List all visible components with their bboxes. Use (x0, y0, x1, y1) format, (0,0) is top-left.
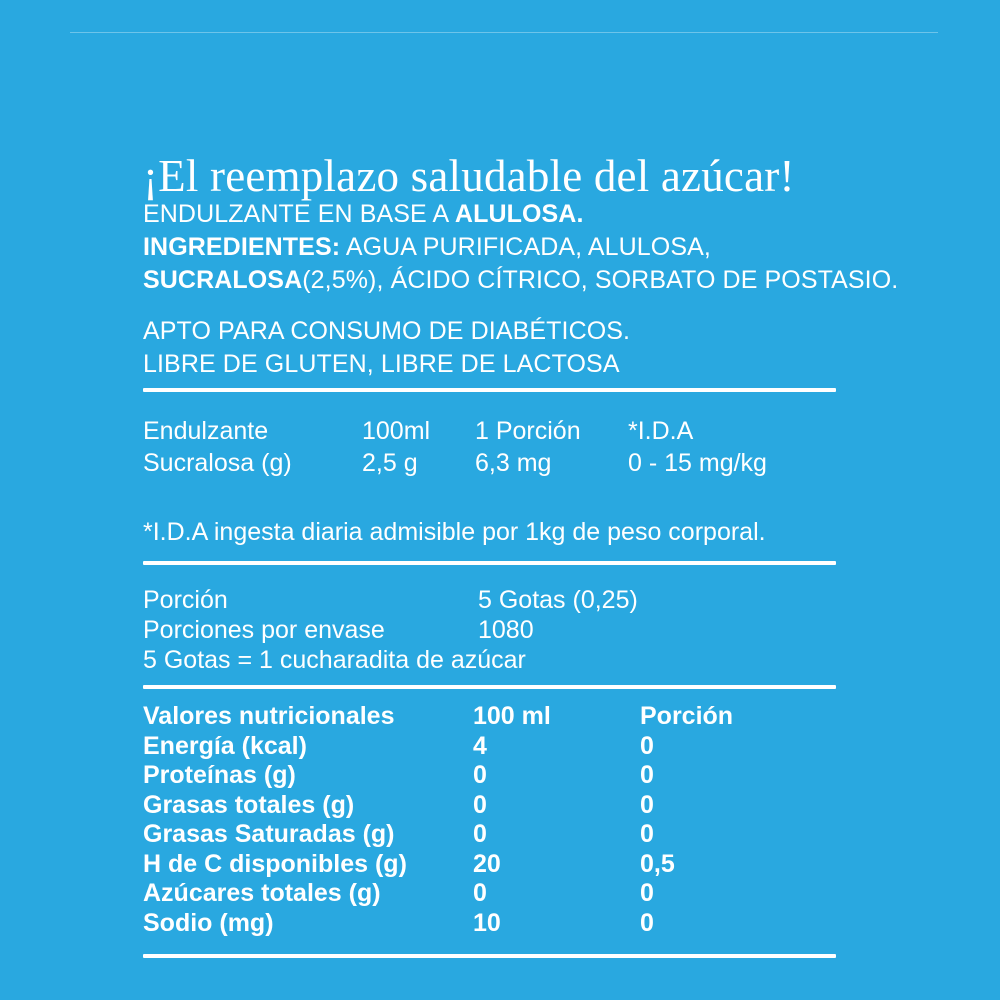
nutrition-row-label: H de C disponibles (g) (143, 849, 407, 878)
table-row: Proteínas (g) 0 0 (143, 761, 837, 791)
page-title: ¡El reemplazo saludable del azúcar! (143, 151, 795, 202)
sweetener-row-ida: 0 - 15 mg/kg (628, 449, 767, 477)
nutrition-row-100ml: 0 (473, 879, 487, 907)
ingredients-block: ENDULZANTE EN BASE A ALULOSA. INGREDIENT… (143, 198, 898, 297)
nutrition-row-portion: 0 (640, 908, 654, 937)
sucralose-name: SUCRALOSA (143, 266, 303, 294)
nutrition-row-100ml: 0 (473, 820, 487, 848)
ingredients-list-part-1: AGUA PURIFICADA, ALULOSA, (340, 233, 711, 261)
table-row: Grasas Saturadas (g) 0 0 (143, 820, 837, 850)
claims-block: APTO PARA CONSUMO DE DIABÉTICOS. LIBRE D… (143, 315, 630, 381)
portion-equivalence-note: 5 Gotas = 1 cucharadita de azúcar (143, 646, 526, 674)
table-row: Porciones por envase 1080 (143, 615, 837, 645)
sweetener-header-100ml: 100ml (362, 417, 431, 445)
section-divider-2 (143, 561, 836, 565)
nutrition-row-label: Energía (kcal) (143, 731, 307, 760)
sweetener-row-name: Sucralosa (g) (143, 449, 292, 477)
portion-block: Porción 5 Gotas (0,25) Porciones por env… (143, 585, 837, 675)
nutrition-row-100ml: 20 (473, 849, 501, 878)
nutrition-table-header-row: Valores nutricionales 100 ml Porción (143, 702, 837, 732)
table-row: Sodio (mg) 10 0 (143, 909, 837, 939)
nutrition-row-label: Sodio (mg) (143, 908, 274, 937)
sweetener-table: Endulzante 100ml 1 Porción *I.D.A Sucral… (143, 415, 837, 479)
claim-gluten-lactose: LIBRE DE GLUTEN, LIBRE DE LACTOSA (143, 350, 620, 378)
ingredients-label: INGREDIENTES: (143, 233, 341, 261)
claim-diabetics: APTO PARA CONSUMO DE DIABÉTICOS. (143, 317, 631, 345)
nutrition-header-100ml: 100 ml (473, 702, 551, 730)
nutrition-row-label: Grasas Saturadas (g) (143, 820, 395, 848)
nutrition-row-label: Azúcares totales (g) (143, 879, 381, 907)
nutrition-facts-table: Valores nutricionales 100 ml Porción Ene… (143, 702, 837, 938)
base-ingredient-name: ALULOSA. (454, 200, 584, 228)
table-row: Azúcares totales (g) 0 0 (143, 879, 837, 909)
base-prefix-text: ENDULZANTE EN BASE A (143, 200, 455, 228)
portion-value: 5 Gotas (0,25) (478, 586, 638, 614)
sweetener-row-portion: 6,3 mg (475, 449, 552, 477)
nutrition-row-100ml: 4 (473, 731, 487, 760)
nutrition-header-portion: Porción (640, 702, 734, 730)
table-row: Energía (kcal) 4 0 (143, 732, 837, 762)
sweetener-header-portion: 1 Porción (475, 417, 581, 445)
ingredients-line-1: ENDULZANTE EN BASE A ALULOSA. (143, 198, 898, 231)
nutrition-row-portion: 0 (640, 761, 654, 789)
nutrition-row-100ml: 10 (473, 908, 501, 937)
section-divider-1 (143, 388, 836, 392)
nutrition-header-name: Valores nutricionales (143, 702, 395, 730)
section-divider-4 (143, 954, 836, 958)
nutrition-row-portion: 0 (640, 790, 654, 819)
sweetener-row-100ml: 2,5 g (362, 449, 418, 477)
top-hairline-divider (70, 32, 938, 33)
table-row: Grasas totales (g) 0 0 (143, 791, 837, 821)
servings-per-container-label: Porciones por envase (143, 616, 385, 644)
nutrition-row-portion: 0 (640, 879, 654, 907)
nutrition-row-100ml: 0 (473, 790, 487, 819)
sweetener-table-header-row: Endulzante 100ml 1 Porción *I.D.A (143, 415, 837, 447)
nutrition-row-label: Proteínas (g) (143, 761, 296, 789)
servings-per-container-value: 1080 (478, 616, 534, 644)
ida-footnote: *I.D.A ingesta diaria admisible por 1kg … (143, 518, 766, 546)
ingredients-list-part-2: (2,5%), ÁCIDO CÍTRICO, SORBATO DE POSTAS… (302, 266, 899, 294)
sweetener-header-name: Endulzante (143, 417, 269, 445)
nutrition-row-portion: 0 (640, 820, 654, 848)
section-divider-3 (143, 685, 836, 689)
nutrition-row-portion: 0 (640, 731, 654, 760)
table-row: Sucralosa (g) 2,5 g 6,3 mg 0 - 15 mg/kg (143, 447, 837, 479)
nutrition-row-100ml: 0 (473, 761, 487, 789)
sweetener-header-ida: *I.D.A (628, 417, 694, 445)
table-row: H de C disponibles (g) 20 0,5 (143, 850, 837, 880)
nutrition-row-portion: 0,5 (640, 849, 675, 878)
table-row: Porción 5 Gotas (0,25) (143, 585, 837, 615)
portion-label: Porción (143, 586, 228, 614)
nutrition-row-label: Grasas totales (g) (143, 790, 355, 819)
ingredients-line-3: SUCRALOSA(2,5%), ÁCIDO CÍTRICO, SORBATO … (143, 264, 898, 297)
ingredients-line-2: INGREDIENTES: AGUA PURIFICADA, ALULOSA, (143, 231, 898, 264)
